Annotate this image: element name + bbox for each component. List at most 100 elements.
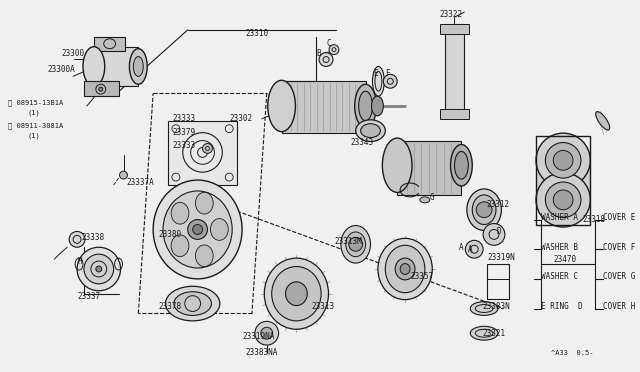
Text: D: D	[497, 227, 502, 236]
Ellipse shape	[129, 49, 147, 84]
Circle shape	[554, 190, 573, 210]
Bar	[94, 37, 125, 51]
Circle shape	[84, 254, 114, 284]
Ellipse shape	[596, 112, 610, 130]
Ellipse shape	[536, 133, 590, 187]
Text: 23318: 23318	[583, 215, 606, 224]
Ellipse shape	[371, 96, 383, 116]
Text: 23300: 23300	[61, 49, 84, 58]
Bar	[487, 264, 509, 299]
Ellipse shape	[356, 120, 385, 141]
Text: 23319NA: 23319NA	[242, 332, 275, 341]
Text: WASHER C: WASHER C	[541, 272, 579, 281]
Circle shape	[69, 231, 85, 247]
Ellipse shape	[163, 191, 232, 268]
Ellipse shape	[272, 266, 321, 321]
Text: C: C	[326, 39, 331, 48]
Ellipse shape	[264, 258, 328, 329]
Ellipse shape	[171, 235, 189, 257]
Ellipse shape	[470, 326, 498, 340]
Polygon shape	[84, 81, 118, 96]
Text: COVER G: COVER G	[603, 272, 635, 281]
Circle shape	[96, 266, 102, 272]
Ellipse shape	[454, 151, 468, 179]
Circle shape	[202, 144, 212, 153]
Ellipse shape	[171, 202, 189, 224]
Ellipse shape	[166, 286, 220, 321]
Text: 23380: 23380	[158, 230, 181, 239]
Ellipse shape	[285, 282, 307, 305]
Bar	[397, 141, 461, 195]
Text: A: A	[468, 245, 473, 254]
Ellipse shape	[358, 91, 372, 121]
Circle shape	[319, 52, 333, 67]
Text: WASHER A: WASHER A	[541, 213, 579, 222]
Text: E RING  D: E RING D	[541, 302, 583, 311]
Text: 23312: 23312	[486, 200, 509, 209]
Text: 23343: 23343	[351, 138, 374, 147]
Text: 23470: 23470	[554, 254, 577, 264]
Bar	[94, 47, 138, 86]
Ellipse shape	[420, 197, 430, 203]
Ellipse shape	[153, 180, 242, 279]
Text: 23322: 23322	[440, 10, 463, 19]
Ellipse shape	[385, 245, 425, 293]
Text: B: B	[316, 49, 321, 58]
Ellipse shape	[346, 232, 365, 257]
Text: 23302: 23302	[229, 114, 252, 123]
Text: A: A	[458, 243, 463, 252]
Text: 23321: 23321	[482, 329, 505, 338]
Bar	[445, 24, 465, 113]
Text: COVER H: COVER H	[603, 302, 635, 311]
Circle shape	[261, 327, 273, 339]
Text: 23378: 23378	[158, 302, 181, 311]
Ellipse shape	[536, 173, 590, 227]
Bar	[282, 81, 365, 133]
Ellipse shape	[396, 258, 415, 280]
Text: ^A33  0.5-: ^A33 0.5-	[551, 350, 594, 356]
Circle shape	[120, 171, 127, 179]
Ellipse shape	[211, 219, 228, 240]
Circle shape	[383, 74, 397, 88]
Text: 23357: 23357	[410, 272, 433, 281]
Text: (1): (1)	[28, 110, 40, 116]
Text: COVER F: COVER F	[603, 243, 635, 252]
Circle shape	[255, 321, 278, 345]
Text: 23383NA: 23383NA	[245, 349, 277, 357]
Bar	[536, 160, 590, 202]
Circle shape	[99, 87, 103, 91]
Ellipse shape	[341, 225, 371, 263]
Ellipse shape	[83, 47, 105, 86]
Text: Ⓦ 08915-13B1A: Ⓦ 08915-13B1A	[8, 100, 63, 106]
Text: 23337: 23337	[77, 292, 100, 301]
Ellipse shape	[400, 263, 410, 275]
Text: G: G	[430, 193, 435, 202]
Text: 23310: 23310	[245, 29, 268, 38]
Text: 23383N: 23383N	[482, 302, 510, 311]
Text: E: E	[374, 69, 378, 78]
Text: Ⓝ 08911-3081A: Ⓝ 08911-3081A	[8, 122, 63, 129]
Circle shape	[483, 224, 505, 245]
Circle shape	[545, 182, 581, 218]
Text: 23319N: 23319N	[487, 253, 515, 262]
Text: 23333: 23333	[173, 114, 196, 123]
Text: 23313M: 23313M	[334, 237, 362, 246]
Text: 23338: 23338	[81, 233, 104, 242]
Ellipse shape	[268, 80, 296, 132]
Circle shape	[545, 142, 581, 178]
Ellipse shape	[472, 195, 496, 225]
Circle shape	[465, 240, 483, 258]
Ellipse shape	[470, 302, 498, 315]
Bar	[440, 109, 469, 119]
Ellipse shape	[174, 292, 211, 315]
Circle shape	[554, 150, 573, 170]
Ellipse shape	[133, 57, 143, 76]
Ellipse shape	[195, 192, 213, 214]
Bar	[440, 24, 469, 34]
Circle shape	[476, 202, 492, 218]
Ellipse shape	[360, 124, 380, 138]
Ellipse shape	[355, 84, 376, 128]
Text: F: F	[385, 69, 390, 78]
Text: 23333: 23333	[173, 141, 196, 150]
Ellipse shape	[378, 238, 432, 299]
